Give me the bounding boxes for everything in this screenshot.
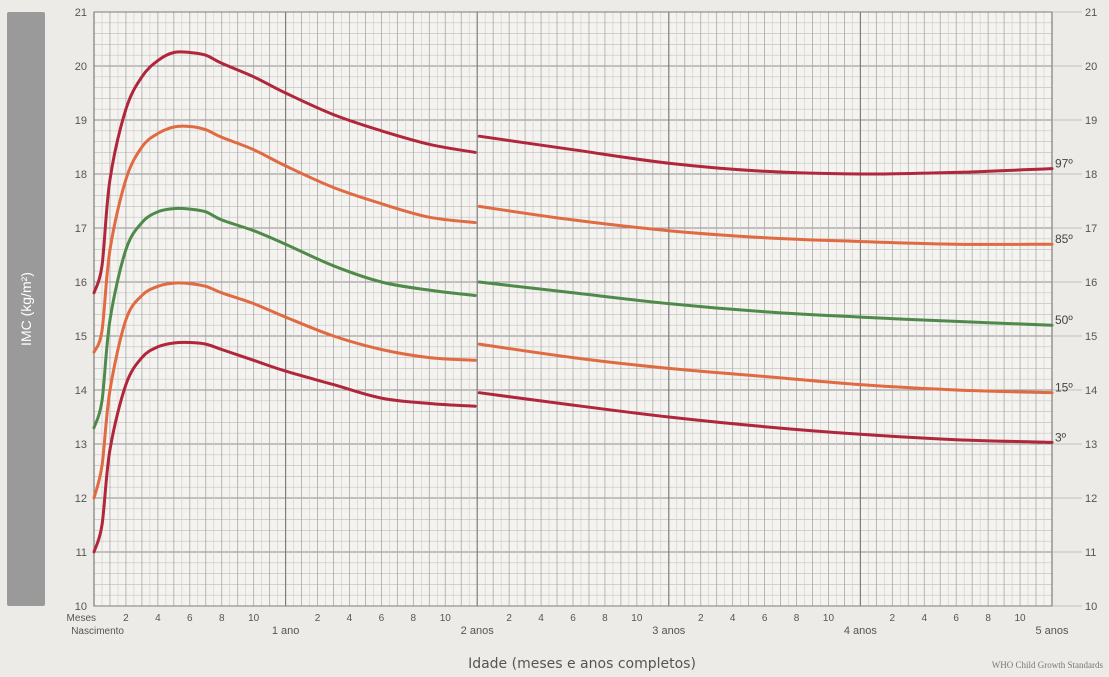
x-tick-month: 10 [248,613,260,624]
y-tick-right: 16 [1085,277,1097,289]
x-tick-month: 8 [794,613,800,624]
y-tick-right: 20 [1085,61,1097,73]
plot-frame [93,11,1053,607]
y-tick-right: 15 [1085,331,1097,343]
percentile-curve [477,134,1054,176]
y-tick-left: 11 [76,547,87,559]
y-tick-right: 13 [1085,439,1097,451]
y-tick-left: 19 [75,115,87,127]
source-note: WHO Child Growth Standards [992,660,1104,670]
percentile-curve [92,281,477,500]
percentile-curve [477,280,1054,327]
percentile-curve [92,206,477,430]
x-tick-month: 6 [187,613,193,624]
x-tick-month: 4 [538,613,544,624]
y-tick-right: 18 [1085,169,1097,181]
x-tick-year: 5 anos [1035,625,1069,637]
percentile-curve [477,342,1054,395]
x-tick-month: 2 [315,613,321,624]
chart-grid [93,11,1053,607]
y-tick-left: 16 [75,277,87,289]
x-tick-labels: Meses Nascimento 2 4 6 8 10 2 4 6 8 10 2 4 6 8 10 2 4 6 8 10 2… [67,613,1069,637]
x-tick-month: 10 [823,613,835,624]
x-tick-month: 4 [730,613,736,624]
percentile-curve [92,50,477,295]
y-axis-title: IMC (kg/m²) [18,272,34,346]
y-tick-left: 15 [75,331,87,343]
x-tick-month: 6 [762,613,768,624]
percentile-curve [477,204,1054,246]
percentile-label: 50º [1055,313,1073,327]
y-tick-right: 17 [1085,223,1097,235]
percentile-label: 97º [1055,157,1073,171]
x-tick-month: 2 [506,613,512,624]
x-tick-start-bottom: Nascimento [71,626,124,637]
percentile-curve [477,391,1054,444]
y-tick-left: 21 [75,7,87,19]
x-tick-month: 8 [411,613,417,624]
x-tick-month: 6 [570,613,576,624]
percentile-label: 85º [1055,232,1073,246]
x-tick-month: 8 [602,613,608,624]
x-tick-month: 6 [379,613,385,624]
x-tick-year: 3 anos [652,625,686,637]
x-tick-year: 4 anos [844,625,878,637]
percentile-curve [92,124,477,354]
y-tick-left: 12 [75,493,87,505]
y-axis-title-panel [7,12,45,606]
x-tick-month: 10 [1015,613,1027,624]
percentile-labels: 97º 85º 50º 15º 3º [1055,157,1073,445]
y-tick-right: 11 [1085,547,1096,559]
y-tick-left: 10 [75,601,87,613]
percentile-curve [92,340,477,554]
x-tick-month: 10 [631,613,643,624]
y-tick-left: 13 [75,439,87,451]
x-tick-month: 2 [698,613,704,624]
x-tick-month: 4 [155,613,161,624]
y-tick-right: 14 [1085,385,1097,397]
y-tick-right: 19 [1085,115,1097,127]
y-tick-right: 12 [1085,493,1097,505]
x-tick-month: 2 [890,613,896,624]
y-tick-left: 14 [75,385,87,397]
y-tick-left: 17 [75,223,87,235]
percentile-curves [92,50,1054,554]
x-tick-month: 4 [921,613,927,624]
x-axis-title: Idade (meses e anos completos) [468,656,696,672]
y-tick-left: 20 [75,61,87,73]
y-tick-right: 10 [1085,601,1097,613]
y-tick-right: 21 [1085,7,1097,19]
x-tick-month: 10 [440,613,452,624]
x-tick-month: 6 [953,613,959,624]
x-tick-month: 2 [123,613,129,624]
percentile-label: 3º [1055,430,1067,444]
x-tick-month: 8 [985,613,991,624]
x-tick-month: 8 [219,613,225,624]
percentile-label: 15º [1055,381,1073,395]
x-tick-month: 4 [347,613,353,624]
x-tick-year: 2 anos [461,625,495,637]
x-tick-start-top: Meses [67,613,96,624]
y-tick-labels: 10 10 11 11 12 12 13 13 14 14 15 15 16 16 17 17 18 18 19 19… [75,7,1098,613]
y-tick-left: 18 [75,169,87,181]
x-tick-year: 1 ano [272,625,300,637]
